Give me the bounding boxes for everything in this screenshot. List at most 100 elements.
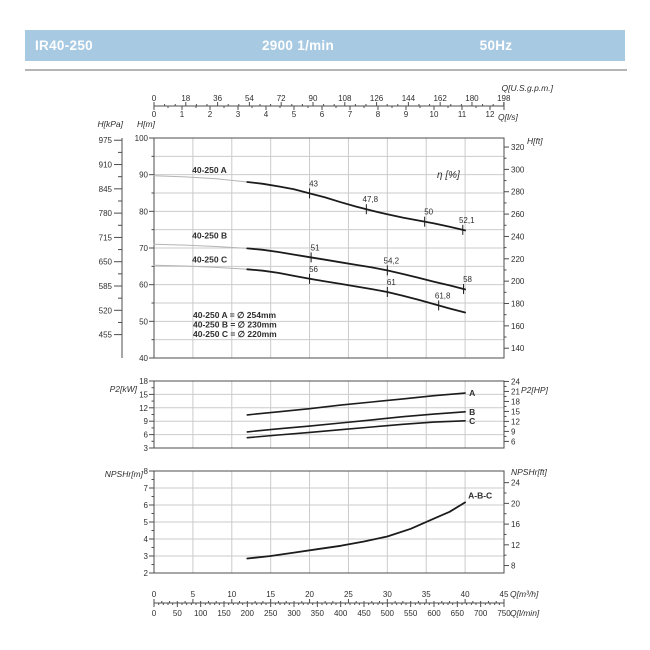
h-m-tick-label: 80 — [139, 207, 148, 216]
h-ft-tick-label: 260 — [511, 210, 525, 219]
p2-hp-axis-label: P2[HP] — [521, 385, 549, 395]
h-ft-tick-label: 280 — [511, 188, 525, 197]
ls-tick-label: 6 — [320, 110, 325, 119]
h-m-tick-label: 40 — [139, 354, 148, 363]
npsh-ft-tick-label: 12 — [511, 541, 520, 550]
p2-kw-axis-label: P2[kW] — [110, 384, 138, 394]
gpm-axis-label: Q[U.S.g.p.m.] — [502, 83, 554, 93]
ls-tick-label: 8 — [376, 110, 381, 119]
h-kpa-tick-label: 910 — [99, 161, 113, 170]
ls-tick-label: 12 — [486, 110, 495, 119]
h-kpa-tick-label: 455 — [99, 331, 113, 340]
gpm-tick-label: 198 — [497, 94, 511, 103]
p2-curve-B — [246, 411, 466, 433]
gpm-tick-label: 108 — [338, 94, 352, 103]
h-kpa-tick-label: 520 — [99, 306, 113, 315]
p2-kw-tick-label: 18 — [139, 377, 148, 386]
h-ft-tick-label: 300 — [511, 165, 525, 174]
p2-hp-tick-label: 18 — [511, 397, 520, 406]
h-m-tick-label: 90 — [139, 171, 148, 180]
npsh-ft-axis-label: NPSHr[ft] — [511, 467, 548, 477]
lmin-axis-label: Q[l/min] — [510, 608, 540, 618]
p2-curve-label: B — [469, 407, 475, 417]
gpm-tick-label: 72 — [277, 94, 286, 103]
power-chart-frame — [153, 380, 505, 449]
curve-40-250C — [246, 268, 466, 314]
npsh-m-tick-label: 2 — [144, 569, 149, 578]
npsh-m-tick-label: 5 — [144, 518, 149, 527]
impeller-legend-line: 40-250 A = ∅ 254mm — [193, 310, 277, 320]
curve-name-label: 40-250 C — [192, 254, 227, 264]
m3h-tick-label: 0 — [152, 590, 157, 599]
h-ft-tick-label: 200 — [511, 277, 525, 286]
gpm-tick-label: 36 — [213, 94, 222, 103]
lmin-tick-label: 450 — [357, 609, 371, 618]
p2-hp-tick-label: 24 — [511, 377, 520, 386]
m3h-tick-label: 40 — [461, 590, 470, 599]
lmin-tick-label: 350 — [311, 609, 325, 618]
ls-tick-label: 0 — [152, 110, 157, 119]
lmin-tick-label: 700 — [474, 609, 488, 618]
m3h-tick-label: 45 — [500, 590, 509, 599]
curve-light-40-250C — [153, 264, 248, 270]
p2-kw-tick-label: 12 — [139, 404, 148, 413]
lmin-tick-label: 300 — [287, 609, 301, 618]
curve-40-250A — [246, 181, 466, 232]
eta-value-label: 43 — [309, 179, 318, 188]
impeller-legend-line: 40-250 C = ∅ 220mm — [193, 329, 277, 339]
npsh-ft-tick-label: 8 — [511, 562, 516, 571]
npsh-m-tick-label: 6 — [144, 501, 149, 510]
h-kpa-tick-label: 585 — [99, 282, 113, 291]
h-kpa-tick-label: 845 — [99, 185, 113, 194]
h-ft-tick-label: 140 — [511, 344, 525, 353]
ls-tick-label: 5 — [292, 110, 297, 119]
npsh-m-tick-label: 4 — [144, 535, 149, 544]
gpm-tick-label: 126 — [370, 94, 384, 103]
divider-line — [25, 69, 627, 71]
h-m-tick-label: 60 — [139, 281, 148, 290]
eta-value-label: 47,8 — [363, 195, 379, 204]
eta-value-label: 50 — [424, 208, 433, 217]
h-kpa-tick-label: 650 — [99, 258, 113, 267]
p2-hp-tick-label: 6 — [511, 437, 516, 446]
pump-model-label: IR40-250 — [35, 38, 93, 53]
gpm-tick-label: 180 — [465, 94, 479, 103]
m3h-tick-label: 35 — [422, 590, 431, 599]
lmin-tick-label: 50 — [173, 609, 182, 618]
p2-curve-C — [246, 420, 466, 439]
p2-curve-label: C — [469, 416, 475, 426]
pump-frequency-label: 50Hz — [479, 38, 513, 53]
ls-tick-label: 10 — [430, 110, 439, 119]
curve-name-label: 40-250 B — [192, 230, 227, 240]
ls-tick-label: 3 — [236, 110, 241, 119]
ls-tick-label: 2 — [208, 110, 213, 119]
npsh-ft-tick-label: 16 — [511, 520, 520, 529]
lmin-tick-label: 600 — [427, 609, 441, 618]
m3h-tick-label: 5 — [191, 590, 196, 599]
h-ft-tick-label: 220 — [511, 255, 525, 264]
h-kpa-tick-label: 715 — [99, 233, 113, 242]
p2-kw-tick-label: 6 — [144, 431, 149, 440]
h-ft-tick-label: 240 — [511, 232, 525, 241]
lmin-tick-label: 200 — [241, 609, 255, 618]
eta-label: η [%] — [437, 170, 460, 181]
h-m-tick-label: 50 — [139, 317, 148, 326]
h-m-tick-label: 70 — [139, 244, 148, 253]
curve-light-40-250A — [153, 175, 248, 183]
h-kpa-tick-label: 780 — [99, 209, 113, 218]
h-kpa-tick-label: 975 — [99, 136, 113, 145]
p2-curve-A — [246, 392, 466, 416]
eta-value-label: 61,8 — [435, 291, 451, 300]
npsh-m-axis-label: NPSHr[m] — [105, 469, 144, 479]
curve-light-40-250B — [153, 243, 248, 249]
lmin-tick-label: 0 — [152, 609, 157, 618]
h-kpa-axis-label: H[kPa] — [97, 119, 123, 129]
curve-name-label: 40-250 A — [192, 165, 227, 175]
eta-value-label: 61 — [387, 278, 396, 287]
p2-hp-tick-label: 9 — [511, 427, 516, 436]
curve-40-250B — [246, 247, 466, 291]
ls-tick-label: 7 — [348, 110, 353, 119]
m3h-tick-label: 30 — [383, 590, 392, 599]
npsh-ft-tick-label: 20 — [511, 499, 520, 508]
